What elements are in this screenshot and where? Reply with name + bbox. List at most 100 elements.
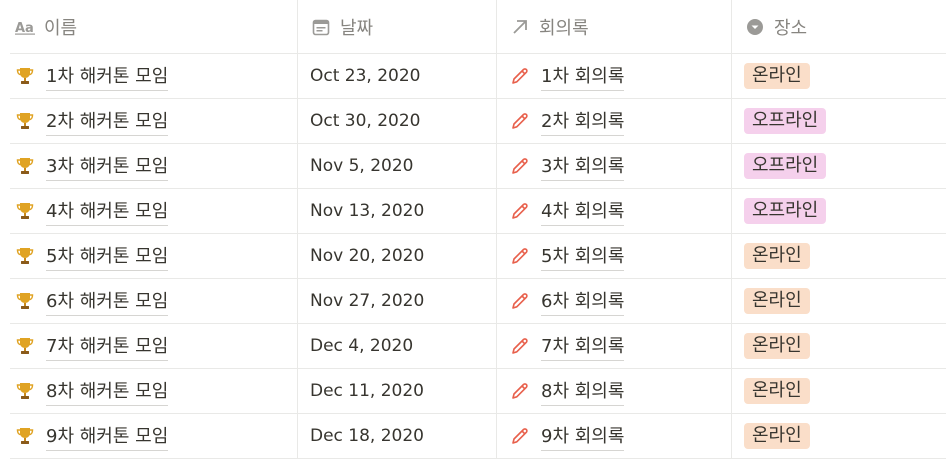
date-cell[interactable]: Oct 30, 2020 xyxy=(298,99,497,143)
place-cell[interactable]: 온라인 xyxy=(732,234,946,278)
row-date: Dec 18, 2020 xyxy=(310,426,425,446)
row-title[interactable]: 3차 해커톤 모임 xyxy=(46,152,169,181)
minutes-link[interactable]: 5차 회의록 xyxy=(541,242,625,271)
minutes-link[interactable]: 7차 회의록 xyxy=(541,332,625,361)
table-row[interactable]: 7차 해커톤 모임 Dec 4, 2020 7차 회의록 온라인 xyxy=(0,324,946,369)
table-row[interactable]: 1차 해커톤 모임 Oct 23, 2020 1차 회의록 온라인 xyxy=(0,54,946,99)
calendar-icon xyxy=(310,16,332,38)
minutes-link[interactable]: 9차 회의록 xyxy=(541,422,625,451)
row-date: Nov 5, 2020 xyxy=(310,156,414,176)
table-row[interactable]: 8차 해커톤 모임 Dec 11, 2020 8차 회의록 온라인 xyxy=(0,369,946,414)
column-header-name[interactable]: Aa 이름 xyxy=(0,0,298,53)
minutes-link[interactable]: 4차 회의록 xyxy=(541,197,625,226)
row-date: Dec 11, 2020 xyxy=(310,381,425,401)
pencil-icon xyxy=(509,155,531,177)
trophy-icon xyxy=(14,155,36,177)
pencil-icon xyxy=(509,335,531,357)
table-row[interactable]: 5차 해커톤 모임 Nov 20, 2020 5차 회의록 온라인 xyxy=(0,234,946,279)
trophy-icon xyxy=(14,65,36,87)
name-cell[interactable]: 1차 해커톤 모임 xyxy=(0,54,298,98)
row-title[interactable]: 4차 해커톤 모임 xyxy=(46,197,169,226)
column-header-place[interactable]: 장소 xyxy=(732,0,946,53)
select-chevron-icon xyxy=(744,16,766,38)
minutes-cell[interactable]: 1차 회의록 xyxy=(497,54,732,98)
minutes-cell[interactable]: 4차 회의록 xyxy=(497,189,732,233)
place-cell[interactable]: 오프라인 xyxy=(732,99,946,143)
pencil-icon xyxy=(509,200,531,222)
name-cell[interactable]: 4차 해커톤 모임 xyxy=(0,189,298,233)
trophy-icon xyxy=(14,380,36,402)
row-title[interactable]: 8차 해커톤 모임 xyxy=(46,377,169,406)
name-cell[interactable]: 7차 해커톤 모임 xyxy=(0,324,298,368)
table-row[interactable]: 3차 해커톤 모임 Nov 5, 2020 3차 회의록 오프라인 xyxy=(0,144,946,189)
row-title[interactable]: 9차 해커톤 모임 xyxy=(46,422,169,451)
trophy-icon xyxy=(14,335,36,357)
pencil-icon xyxy=(509,110,531,132)
minutes-cell[interactable]: 3차 회의록 xyxy=(497,144,732,188)
row-title[interactable]: 6차 해커톤 모임 xyxy=(46,287,169,316)
date-cell[interactable]: Nov 20, 2020 xyxy=(298,234,497,278)
date-cell[interactable]: Nov 5, 2020 xyxy=(298,144,497,188)
place-tag: 오프라인 xyxy=(744,153,827,179)
name-cell[interactable]: 8차 해커톤 모임 xyxy=(0,369,298,413)
pencil-icon xyxy=(509,380,531,402)
place-cell[interactable]: 온라인 xyxy=(732,279,946,323)
pencil-icon xyxy=(509,65,531,87)
date-cell[interactable]: Dec 4, 2020 xyxy=(298,324,497,368)
minutes-link[interactable]: 2차 회의록 xyxy=(541,107,625,136)
trophy-icon xyxy=(14,200,36,222)
name-cell[interactable]: 3차 해커톤 모임 xyxy=(0,144,298,188)
minutes-cell[interactable]: 8차 회의록 xyxy=(497,369,732,413)
name-cell[interactable]: 2차 해커톤 모임 xyxy=(0,99,298,143)
column-header-minutes[interactable]: 회의록 xyxy=(497,0,732,53)
place-cell[interactable]: 온라인 xyxy=(732,54,946,98)
place-tag: 오프라인 xyxy=(744,108,827,134)
table-row[interactable]: 2차 해커톤 모임 Oct 30, 2020 2차 회의록 오프라인 xyxy=(0,99,946,144)
row-date: Dec 4, 2020 xyxy=(310,336,414,356)
pencil-icon xyxy=(509,425,531,447)
name-cell[interactable]: 9차 해커톤 모임 xyxy=(0,414,298,458)
table-row[interactable]: 6차 해커톤 모임 Nov 27, 2020 6차 회의록 온라인 xyxy=(0,279,946,324)
trophy-icon xyxy=(14,290,36,312)
place-cell[interactable]: 온라인 xyxy=(732,324,946,368)
date-cell[interactable]: Oct 23, 2020 xyxy=(298,54,497,98)
table-row[interactable]: 9차 해커톤 모임 Dec 18, 2020 9차 회의록 온라인 xyxy=(0,414,946,459)
minutes-link[interactable]: 1차 회의록 xyxy=(541,62,625,91)
row-title[interactable]: 5차 해커톤 모임 xyxy=(46,242,169,271)
date-cell[interactable]: Dec 18, 2020 xyxy=(298,414,497,458)
date-cell[interactable]: Dec 11, 2020 xyxy=(298,369,497,413)
place-cell[interactable]: 오프라인 xyxy=(732,189,946,233)
minutes-cell[interactable]: 2차 회의록 xyxy=(497,99,732,143)
column-header-label: 회의록 xyxy=(539,17,589,39)
minutes-cell[interactable]: 6차 회의록 xyxy=(497,279,732,323)
row-title[interactable]: 1차 해커톤 모임 xyxy=(46,62,169,91)
row-title[interactable]: 2차 해커톤 모임 xyxy=(46,107,169,136)
name-cell[interactable]: 6차 해커톤 모임 xyxy=(0,279,298,323)
minutes-link[interactable]: 8차 회의록 xyxy=(541,377,625,406)
minutes-link[interactable]: 6차 회의록 xyxy=(541,287,625,316)
trophy-icon xyxy=(14,245,36,267)
row-date: Nov 20, 2020 xyxy=(310,246,425,266)
left-edge xyxy=(0,0,10,467)
svg-text:Aa: Aa xyxy=(15,21,34,35)
place-cell[interactable]: 온라인 xyxy=(732,369,946,413)
minutes-cell[interactable]: 9차 회의록 xyxy=(497,414,732,458)
date-cell[interactable]: Nov 13, 2020 xyxy=(298,189,497,233)
table-row[interactable]: 4차 해커톤 모임 Nov 13, 2020 4차 회의록 오프라인 xyxy=(0,189,946,234)
column-header-date[interactable]: 날짜 xyxy=(298,0,497,53)
place-tag: 온라인 xyxy=(744,243,810,269)
place-tag: 온라인 xyxy=(744,333,810,359)
date-cell[interactable]: Nov 27, 2020 xyxy=(298,279,497,323)
row-date: Nov 27, 2020 xyxy=(310,291,425,311)
minutes-cell[interactable]: 7차 회의록 xyxy=(497,324,732,368)
trophy-icon xyxy=(14,425,36,447)
name-cell[interactable]: 5차 해커톤 모임 xyxy=(0,234,298,278)
minutes-link[interactable]: 3차 회의록 xyxy=(541,152,625,181)
place-cell[interactable]: 온라인 xyxy=(732,414,946,458)
place-cell[interactable]: 오프라인 xyxy=(732,144,946,188)
pencil-icon xyxy=(509,245,531,267)
row-title[interactable]: 7차 해커톤 모임 xyxy=(46,332,169,361)
minutes-cell[interactable]: 5차 회의록 xyxy=(497,234,732,278)
place-tag: 온라인 xyxy=(744,63,810,89)
